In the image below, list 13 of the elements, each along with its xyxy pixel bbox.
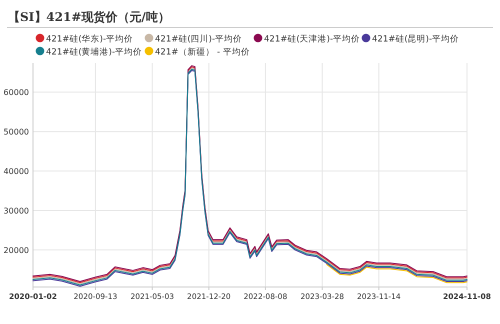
legend-label: 421#硅(天津港)-平均价 xyxy=(264,33,360,44)
legend-label: 421#硅(黄埔港)-平均价 xyxy=(46,46,142,58)
y-tick-label: 40000 xyxy=(4,167,29,176)
legend-label: 421#（新疆） - 平均价 xyxy=(155,46,250,58)
chart-title: 【SI】421#现货价（元/吨） xyxy=(8,10,170,24)
line-series xyxy=(326,264,468,284)
legend-label: 421#硅(四川)-平均价 xyxy=(155,33,242,44)
legend-label: 421#硅(华东)-平均价 xyxy=(46,33,134,44)
y-tick-label: 20000 xyxy=(4,246,29,255)
y-tick-label: 60000 xyxy=(4,88,29,98)
legend-label: 421#硅(昆明)-平均价 xyxy=(372,33,460,44)
y-tick-label: 50000 xyxy=(4,128,29,137)
y-tick-label: 30000 xyxy=(4,206,29,216)
